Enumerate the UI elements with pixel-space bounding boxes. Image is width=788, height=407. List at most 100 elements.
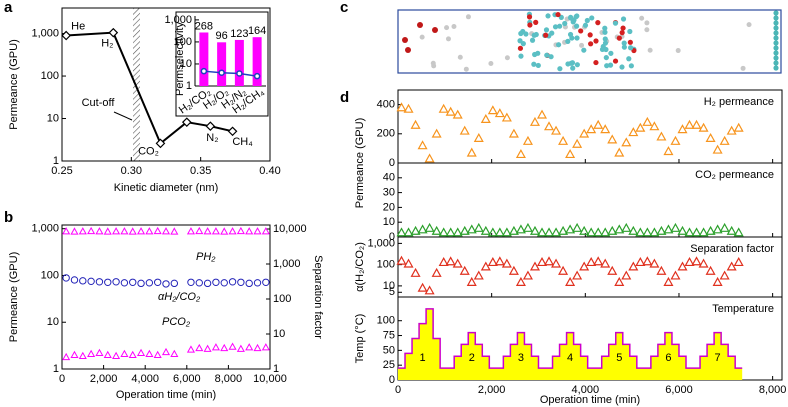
data-point	[170, 227, 179, 235]
data-point	[551, 227, 562, 237]
membrane-atom	[543, 32, 549, 38]
x-tick-label: 6,000	[173, 373, 201, 385]
data-point	[220, 279, 228, 287]
data-point	[137, 279, 145, 288]
x-tick-label: 8,000	[759, 384, 787, 396]
data-point	[108, 27, 119, 38]
data-point	[600, 258, 611, 268]
membrane-atom	[570, 19, 576, 25]
data-point	[558, 225, 569, 235]
data-point	[522, 222, 533, 232]
data-point	[670, 270, 681, 280]
y-axis-label: Permeance (GPU)	[354, 118, 366, 208]
membrane-atom	[603, 54, 609, 61]
membrane-atom	[627, 39, 633, 45]
data-point	[161, 227, 171, 235]
membrane-atom	[533, 31, 539, 38]
membrane-atom	[621, 44, 627, 50]
data-point	[103, 350, 112, 358]
y-tick-label: 100	[273, 293, 291, 305]
data-point	[663, 146, 674, 156]
data-point	[438, 103, 449, 113]
membrane-atom	[531, 61, 537, 67]
data-point	[635, 227, 646, 237]
data-point	[628, 261, 639, 271]
membrane-atom	[545, 13, 551, 19]
x-tick-label: 4,000	[572, 384, 600, 396]
data-point	[87, 277, 95, 286]
data-point	[515, 224, 526, 234]
membrane-atom	[567, 31, 574, 38]
membrane-atom	[555, 11, 561, 18]
x-axis-label: Operation time (min)	[116, 389, 216, 401]
series-label: PH₂	[196, 251, 216, 263]
wall-atom	[773, 20, 779, 26]
membrane-atom	[616, 35, 622, 41]
data-point	[494, 108, 505, 118]
membrane-atom	[621, 40, 627, 46]
data-point	[417, 140, 428, 150]
data-point	[705, 225, 716, 235]
membrane-atom	[627, 45, 634, 51]
membrane-atom	[612, 20, 619, 26]
data-point	[733, 227, 744, 237]
data-point	[487, 256, 498, 267]
data-point	[203, 344, 212, 352]
data-point	[621, 270, 632, 280]
data-point	[684, 256, 695, 267]
data-point	[529, 261, 540, 271]
membrane-atom	[595, 20, 601, 26]
data-point	[417, 282, 428, 292]
cycle-label: 2	[469, 352, 475, 364]
data-point	[438, 227, 449, 237]
membrane-atom	[628, 63, 634, 69]
data-point	[236, 226, 245, 235]
data-point	[452, 227, 463, 237]
y-tick-label: 5	[389, 286, 395, 298]
data-point	[396, 102, 407, 112]
data-point	[733, 122, 744, 132]
gas-molecule	[740, 65, 746, 71]
data-point	[452, 109, 463, 119]
data-point	[236, 344, 245, 352]
data-point	[649, 227, 660, 237]
membrane-atom	[573, 23, 580, 29]
data-point	[586, 256, 597, 267]
y-axis-label: Permeance (GPU)	[8, 39, 20, 129]
data-point	[261, 227, 270, 235]
data-point	[70, 276, 79, 284]
data-point	[565, 276, 576, 286]
subplot-label: H₂ permeance	[704, 96, 774, 108]
data-point	[128, 227, 137, 235]
data-point	[195, 226, 204, 235]
data-point	[70, 227, 79, 235]
data-point	[62, 352, 71, 361]
y-tick-label: 10	[273, 328, 285, 340]
data-point	[95, 278, 104, 286]
data-point	[501, 258, 512, 268]
y-axis-label: Permeance (GPU)	[8, 252, 20, 342]
data-point	[677, 225, 688, 235]
data-point	[579, 128, 590, 138]
bar	[252, 37, 262, 86]
data-point	[656, 131, 667, 141]
data-point	[459, 125, 470, 135]
data-point	[438, 256, 449, 267]
gas-molecule	[639, 15, 645, 21]
data-point	[155, 138, 166, 149]
data-point	[635, 122, 646, 132]
data-point	[572, 138, 583, 148]
data-point	[253, 279, 262, 287]
data-point	[572, 270, 583, 280]
wall-atom	[773, 35, 779, 41]
data-point	[712, 144, 723, 154]
data-point	[649, 121, 660, 131]
data-point	[145, 227, 154, 235]
data-point	[551, 258, 562, 268]
data-point	[515, 276, 526, 286]
data-point	[187, 278, 195, 286]
y-tick-label: 10	[383, 280, 395, 292]
y-tick-label: 10,000	[273, 223, 307, 235]
data-point	[579, 225, 590, 235]
subplot-label: Temperature	[712, 303, 774, 315]
